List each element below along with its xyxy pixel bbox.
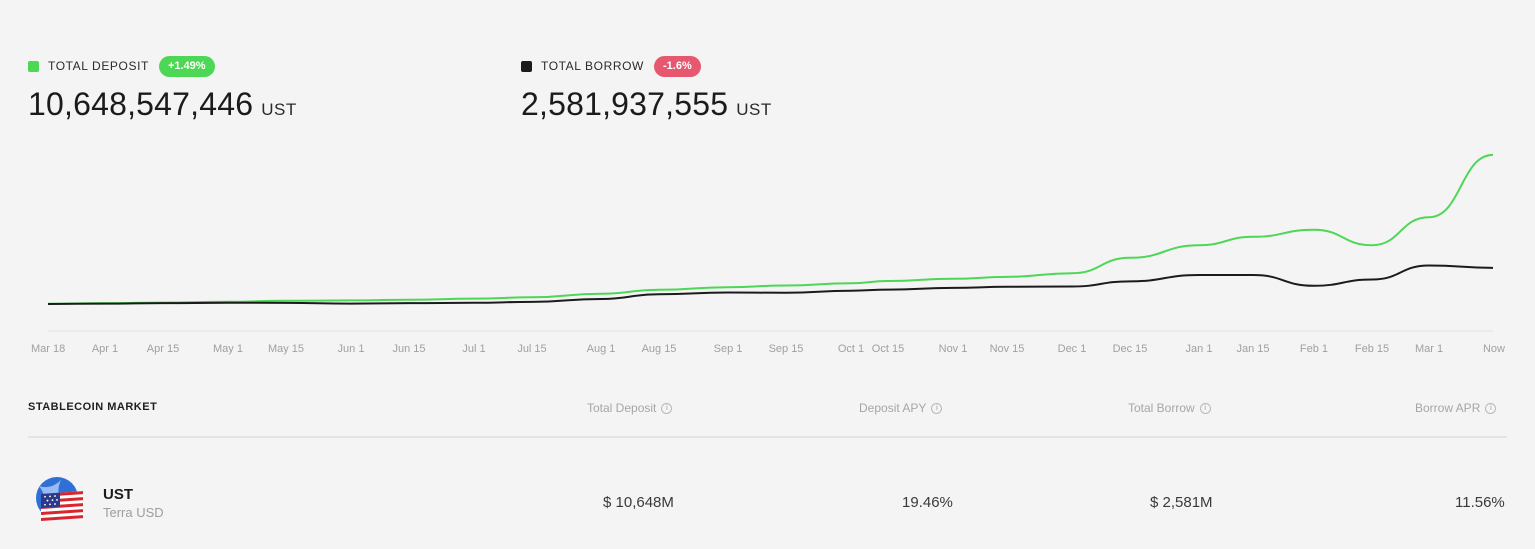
total-borrow-cell: $ 2,581M <box>1150 494 1213 511</box>
deposit-series-line <box>47 153 1494 305</box>
coin-symbol: UST <box>103 486 133 503</box>
borrow-apr-cell: 11.56% <box>1455 494 1505 511</box>
info-icon[interactable]: i <box>661 402 673 414</box>
info-icon[interactable]: i <box>1485 402 1497 414</box>
table-row[interactable]: UST Terra USD $ 10,648M 19.46% $ 2,581M … <box>28 470 1507 534</box>
x-tick-label: Oct 1 <box>838 343 864 355</box>
stablecoin-market-heading: STABLECOIN MARKET <box>28 401 158 413</box>
x-tick-label: Feb 1 <box>1300 343 1328 355</box>
total-deposit-cell: $ 10,648M <box>603 494 674 511</box>
x-tick-label: Jan 1 <box>1186 343 1213 355</box>
ust-flag-icon <box>36 477 83 521</box>
x-tick-label: Apr 1 <box>92 343 118 355</box>
deposit-change-badge: +1.49% <box>158 55 215 77</box>
total-deposit-label: TOTAL DEPOSIT <box>48 59 149 73</box>
total-deposit-column-label: Total Deposit <box>587 401 657 415</box>
x-tick-label: Apr 15 <box>147 343 179 355</box>
total-deposit-unit: UST <box>261 100 297 119</box>
total-borrow-unit: UST <box>736 100 772 119</box>
x-tick-label: Dec 1 <box>1058 343 1087 355</box>
info-icon[interactable]: i <box>931 402 943 414</box>
borrow-legend-swatch <box>521 60 532 72</box>
total-deposit-stat: TOTAL DEPOSIT +1.49% 10,648,547,446 UST <box>28 55 297 123</box>
total-borrow-stat: TOTAL BORROW -1.6% 2,581,937,555 UST <box>521 55 772 123</box>
x-tick-label: Oct 15 <box>872 343 904 355</box>
total-deposit-column-header: Total Deposit i <box>587 401 673 415</box>
x-tick-label: Dec 15 <box>1113 343 1148 355</box>
total-borrow-column-label: Total Borrow <box>1128 401 1195 415</box>
x-tick-label: Jun 15 <box>392 343 425 355</box>
x-tick-label: May 1 <box>213 343 243 355</box>
deposit-legend-swatch <box>28 60 39 72</box>
deposit-apy-cell: 19.46% <box>902 494 953 511</box>
total-borrow-value: 2,581,937,555 <box>521 86 729 122</box>
table-divider <box>28 436 1507 438</box>
market-table-header: STABLECOIN MARKET Total Deposit i Deposi… <box>28 401 1507 417</box>
x-tick-label: Now <box>1483 343 1505 355</box>
x-tick-label: Jan 15 <box>1236 343 1269 355</box>
x-tick-label: Aug 1 <box>587 343 616 355</box>
x-tick-label: Jul 1 <box>462 343 485 355</box>
x-tick-label: Aug 15 <box>642 343 677 355</box>
x-tick-label: Sep 15 <box>769 343 804 355</box>
x-tick-label: Nov 15 <box>990 343 1025 355</box>
total-borrow-column-header: Total Borrow i <box>1128 401 1211 415</box>
info-icon[interactable]: i <box>1199 402 1211 414</box>
x-tick-label: Jun 1 <box>338 343 365 355</box>
total-deposit-value: 10,648,547,446 <box>28 86 254 122</box>
borrow-change-badge: -1.6% <box>653 55 701 77</box>
x-tick-label: Nov 1 <box>939 343 968 355</box>
borrow-series-line <box>47 264 1494 305</box>
deposit-borrow-line-chart[interactable]: Mar 18 Apr 1 Apr 15 May 1 May 15 Jun 1 Jun 15 J… <box>0 130 1535 360</box>
x-tick-label: Mar 18 <box>31 343 65 355</box>
x-tick-label: Jul 15 <box>517 343 546 355</box>
x-tick-label: May 15 <box>268 343 304 355</box>
borrow-apr-column-label: Borrow APR <box>1415 401 1481 415</box>
total-borrow-label: TOTAL BORROW <box>541 59 644 73</box>
coin-name: Terra USD <box>103 505 164 520</box>
deposit-apy-column-label: Deposit APY <box>859 401 927 415</box>
x-tick-label: Mar 1 <box>1415 343 1443 355</box>
x-tick-label: Feb 15 <box>1355 343 1389 355</box>
x-tick-label: Sep 1 <box>714 343 743 355</box>
deposit-apy-column-header: Deposit APY i <box>859 401 943 415</box>
borrow-apr-column-header: Borrow APR i <box>1415 401 1497 415</box>
